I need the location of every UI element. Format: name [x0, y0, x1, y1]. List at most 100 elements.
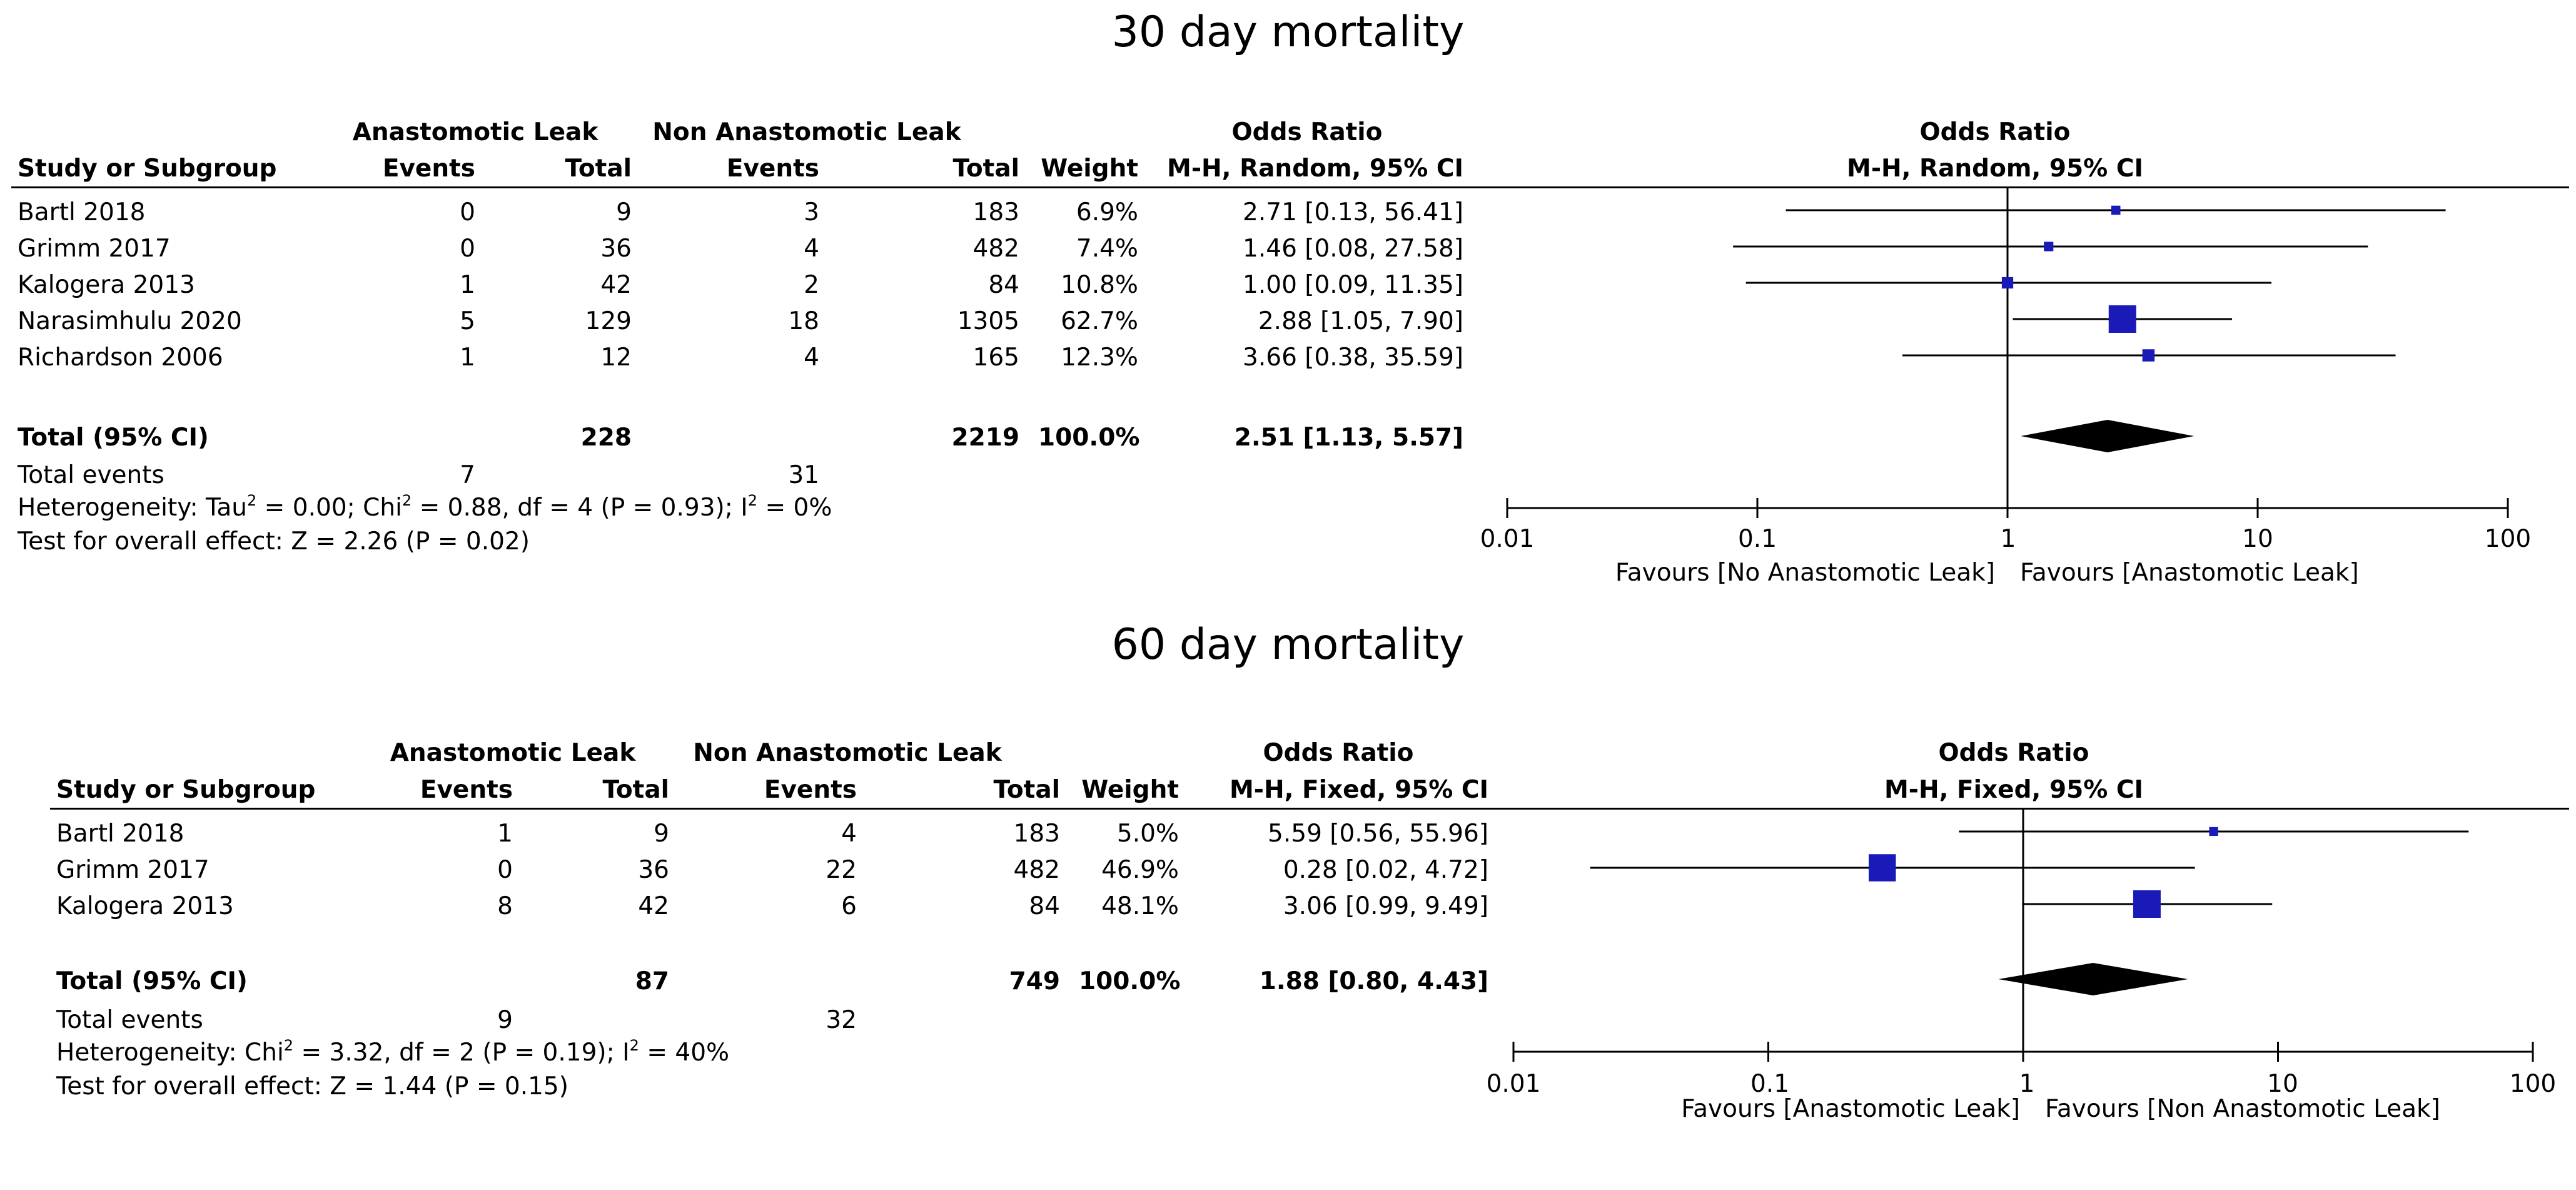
study-name: Kalogera 2013 [56, 892, 234, 920]
total2-value: 183 [1013, 820, 1060, 848]
weight-value: 62.7% [1061, 307, 1138, 335]
study-marker [2001, 277, 2014, 289]
total-ci: 1.88 [0.80, 4.43] [1259, 967, 1488, 995]
axis-tick-label: 0.01 [1486, 1070, 1541, 1098]
ci-value: 3.06 [0.99, 9.49] [1283, 892, 1488, 920]
events1-value: 0 [497, 856, 513, 884]
ci-value: 1.00 [0.09, 11.35] [1243, 271, 1463, 299]
events2-value: 4 [841, 820, 857, 848]
chart-title: 60 day mortality [1111, 620, 1465, 669]
plot-header-method: M-H, Fixed, 95% CI [1884, 776, 2143, 804]
total2-header: Total [993, 776, 1060, 804]
total2-value: 482 [972, 235, 1019, 263]
plot-header-top: Odds Ratio [1919, 118, 2071, 146]
events1-header: Events [382, 155, 475, 183]
total-events-label: Total events [18, 461, 164, 489]
events1-value: 5 [460, 307, 475, 335]
events2-value: 18 [788, 307, 819, 335]
study-marker [2133, 890, 2161, 918]
favours-left-label: Favours [No Anastomotic Leak] [1615, 559, 1995, 587]
total2-sum: 749 [1009, 967, 1060, 995]
study-header: Study or Subgroup [18, 155, 277, 183]
events1-header: Events [420, 776, 513, 804]
study-header: Study or Subgroup [56, 776, 316, 804]
or-header-method: M-H, Random, 95% CI [1167, 155, 1463, 183]
group2-header: Non Anastomotic Leak [652, 118, 961, 146]
or-header-top: Odds Ratio [1231, 118, 1383, 146]
total1-value: 42 [600, 271, 632, 299]
overall-effect-text: Test for overall effect: Z = 1.44 (P = 0… [56, 1072, 568, 1101]
pooled-diamond [1998, 963, 2188, 995]
favours-right-label: Favours [Anastomotic Leak] [2020, 559, 2359, 587]
events1-value: 1 [497, 820, 513, 848]
study-name: Grimm 2017 [18, 235, 171, 263]
total1-value: 36 [638, 856, 669, 884]
ci-value: 2.71 [0.13, 56.41] [1243, 198, 1463, 226]
total-events2: 32 [826, 1006, 857, 1034]
axis-tick-label: 0.1 [1750, 1070, 1790, 1098]
total-weight: 100.0% [1038, 424, 1140, 452]
study-marker [2142, 349, 2155, 362]
total-events2: 31 [788, 461, 819, 489]
weight-value: 12.3% [1061, 343, 1138, 372]
total-weight: 100.0% [1079, 967, 1181, 995]
weight-value: 5.0% [1116, 820, 1179, 848]
total-label: Total (95% CI) [56, 967, 248, 995]
chart-title: 30 day mortality [1111, 8, 1465, 57]
heterogeneity-text: Heterogeneity: Tau2 = 0.00; Chi2 = 0.88,… [18, 492, 832, 522]
group1-header: Anastomotic Leak [390, 739, 636, 767]
events2-value: 4 [804, 343, 819, 372]
events1-value: 0 [460, 235, 475, 263]
forest-plot-60-day [1512, 809, 2534, 1062]
total1-sum: 87 [635, 967, 669, 995]
axis-tick-label: 0.1 [1737, 525, 1777, 553]
header-rule [11, 186, 2569, 188]
study-name: Narasimhulu 2020 [18, 307, 242, 335]
events1-value: 1 [460, 343, 475, 372]
plot-header-method: M-H, Random, 95% CI [1847, 155, 2143, 183]
total-label: Total (95% CI) [18, 424, 209, 452]
favours-left-label: Favours [Anastomotic Leak] [1681, 1095, 2020, 1123]
ci-value: 2.88 [1.05, 7.90] [1258, 307, 1463, 335]
axis-tick-label: 1 [2000, 525, 2016, 553]
weight-value: 10.8% [1061, 271, 1138, 299]
events1-value: 0 [460, 198, 475, 226]
events2-header: Events [764, 776, 857, 804]
study-name: Kalogera 2013 [18, 271, 195, 299]
panel-30-day: 30 day mortality Anastomotic Leak Non An… [11, 8, 2569, 587]
forest-plot-30-day [1506, 188, 2509, 518]
axis-tick-label: 1 [2019, 1070, 2035, 1098]
axis-tick-label: 0.01 [1480, 525, 1535, 553]
panel-60-day: 60 day mortality Anastomotic Leak Non An… [0, 595, 2576, 1190]
axis-tick-label: 10 [2242, 525, 2273, 553]
total1-value: 12 [600, 343, 632, 372]
total2-sum: 2219 [951, 424, 1019, 452]
total1-value: 42 [638, 892, 669, 920]
events1-value: 8 [497, 892, 513, 920]
total-events1: 7 [460, 461, 475, 489]
total1-value: 9 [654, 820, 669, 848]
total1-sum: 228 [580, 424, 632, 452]
study-name: Richardson 2006 [18, 343, 223, 372]
ci-value: 3.66 [0.38, 35.59] [1243, 343, 1463, 372]
group1-header: Anastomotic Leak [352, 118, 599, 146]
total1-value: 9 [616, 198, 632, 226]
favours-right-label: Favours [Non Anastomotic Leak] [2045, 1095, 2440, 1123]
events2-value: 2 [804, 271, 819, 299]
events2-value: 3 [804, 198, 819, 226]
plot-header-top: Odds Ratio [1938, 739, 2089, 767]
ci-value: 5.59 [0.56, 55.96] [1268, 820, 1488, 848]
weight-value: 6.9% [1076, 198, 1138, 226]
axis-tick-label: 100 [2484, 525, 2532, 553]
heterogeneity-text: Heterogeneity: Chi2 = 3.32, df = 2 (P = … [56, 1037, 730, 1067]
study-marker [1868, 854, 1896, 882]
study-name: Grimm 2017 [56, 856, 210, 884]
total1-value: 36 [600, 235, 632, 263]
ci-value: 0.28 [0.02, 4.72] [1283, 856, 1488, 884]
total1-value: 129 [585, 307, 632, 335]
total2-value: 84 [988, 271, 1019, 299]
total1-header: Total [602, 776, 669, 804]
total-events1: 9 [497, 1006, 513, 1034]
weight-header: Weight [1041, 155, 1138, 183]
pooled-diamond [2021, 420, 2195, 452]
